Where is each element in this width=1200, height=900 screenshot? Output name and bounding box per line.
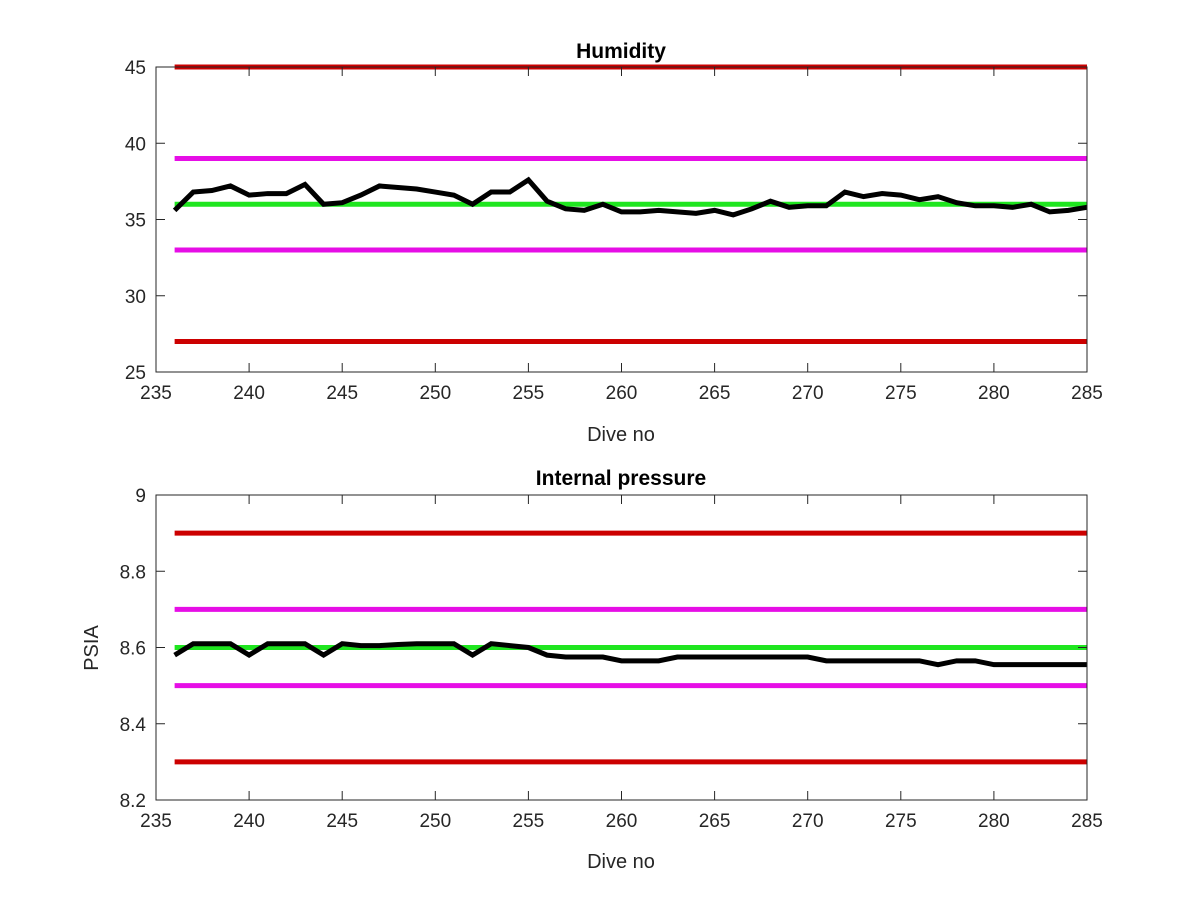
humidity-series bbox=[172, 176, 1088, 218]
humidity-x-tick-label: 245 bbox=[326, 383, 358, 404]
pressure-x-tick-label: 280 bbox=[978, 811, 1010, 832]
humidity-x-tick-label: 285 bbox=[1071, 383, 1103, 404]
pressure-x-tick-label: 235 bbox=[140, 811, 172, 832]
humidity-title: Humidity bbox=[576, 40, 666, 63]
humidity-series-line-0 bbox=[172, 176, 1088, 218]
humidity-plot-area bbox=[156, 67, 1087, 372]
pressure-series-line-0 bbox=[173, 641, 1087, 668]
pressure-y-tick-label: 8.8 bbox=[120, 562, 146, 583]
humidity-y-tick-label: 25 bbox=[125, 363, 146, 384]
humidity-x-tick-label: 255 bbox=[513, 383, 545, 404]
humidity-plot: 235 240 245 250 255 260 265 270 275 280 285 25 30 35… bbox=[125, 40, 1103, 446]
pressure-x-tick-label: 255 bbox=[513, 811, 545, 832]
humidity-x-tick-label: 265 bbox=[699, 383, 731, 404]
humidity-x-tick-label: 250 bbox=[419, 383, 451, 404]
humidity-x-tick-label: 275 bbox=[885, 383, 917, 404]
pressure-y-tick-label: 8.2 bbox=[120, 791, 146, 812]
humidity-y-tick-label: 45 bbox=[125, 58, 146, 79]
internal-pressure-plot: 235 240 245 250 255 260 265 270 275 280 285 8.2 8.4… bbox=[81, 467, 1103, 873]
pressure-x-axis-label: Dive no bbox=[587, 851, 655, 873]
pressure-y-tick-label: 8.6 bbox=[120, 639, 146, 660]
humidity-x-tick-label: 280 bbox=[978, 383, 1010, 404]
pressure-series bbox=[173, 641, 1087, 668]
humidity-x-tick-label: 235 bbox=[140, 383, 172, 404]
pressure-y-ticks: 8.2 8.4 8.6 8.8 9 bbox=[120, 486, 1087, 812]
pressure-reference-lines bbox=[174, 530, 1087, 765]
pressure-x-tick-label: 275 bbox=[885, 811, 917, 832]
pressure-x-tick-label: 260 bbox=[606, 811, 638, 832]
pressure-x-tick-label: 240 bbox=[233, 811, 265, 832]
pressure-x-tick-label: 265 bbox=[699, 811, 731, 832]
humidity-x-ticks: 235 240 245 250 255 260 265 270 275 280 285 bbox=[140, 67, 1103, 404]
pressure-x-tick-label: 270 bbox=[792, 811, 824, 832]
pressure-x-tick-label: 250 bbox=[419, 811, 451, 832]
humidity-y-ticks: 25 30 35 40 45 bbox=[125, 58, 1087, 384]
pressure-y-axis-label: PSIA bbox=[81, 625, 103, 671]
pressure-x-ticks: 235 240 245 250 255 260 265 270 275 280 285 bbox=[140, 495, 1103, 832]
humidity-y-tick-label: 35 bbox=[125, 211, 146, 232]
humidity-x-tick-label: 240 bbox=[233, 383, 265, 404]
humidity-y-tick-label: 30 bbox=[125, 287, 146, 308]
pressure-y-tick-label: 9 bbox=[135, 486, 146, 507]
pressure-x-tick-label: 285 bbox=[1071, 811, 1103, 832]
humidity-x-axis-label: Dive no bbox=[587, 424, 655, 446]
humidity-y-tick-label: 40 bbox=[125, 134, 146, 155]
pressure-title: Internal pressure bbox=[536, 467, 706, 490]
pressure-x-tick-label: 245 bbox=[326, 811, 358, 832]
humidity-x-tick-label: 270 bbox=[792, 383, 824, 404]
humidity-x-tick-label: 260 bbox=[606, 383, 638, 404]
pressure-y-tick-label: 8.4 bbox=[120, 715, 147, 736]
